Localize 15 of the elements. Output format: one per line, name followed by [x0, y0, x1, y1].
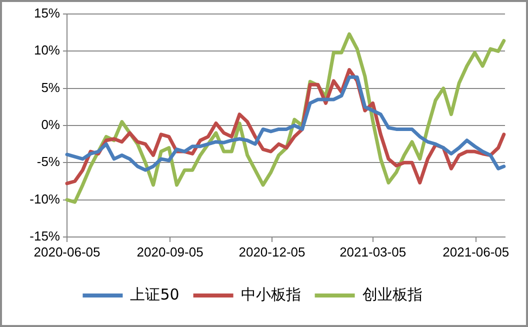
y-tick-label: 5% [41, 80, 60, 95]
legend-label: 中小板指 [240, 285, 301, 304]
x-tick-label: 2021-03-05 [340, 244, 406, 260]
y-tick-label: 10% [34, 42, 60, 58]
legend-label: 创业板指 [362, 285, 422, 304]
x-tick-label: 2021-06-05 [442, 244, 510, 260]
y-tick-label: -5% [36, 154, 60, 170]
y-tick-label: -15% [30, 228, 60, 244]
x-tick-label: 2020-12-05 [238, 244, 306, 260]
y-tick-label: 0% [41, 117, 60, 132]
y-tick-label: 15% [34, 6, 60, 21]
x-tick-label: 2020-09-05 [136, 244, 204, 260]
y-tick-label: -10% [30, 191, 60, 206]
legend-label: 上证50 [130, 285, 180, 304]
x-tick-label: 2020-06-05 [34, 244, 100, 260]
